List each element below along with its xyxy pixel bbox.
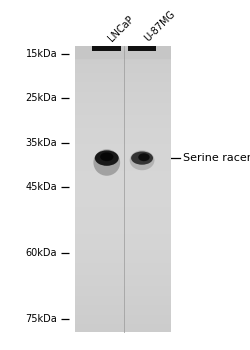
Ellipse shape [94, 150, 118, 166]
Ellipse shape [130, 152, 152, 165]
Ellipse shape [138, 153, 149, 161]
Text: Serine racemase: Serine racemase [182, 153, 250, 163]
Text: 45kDa: 45kDa [26, 182, 57, 192]
Text: 60kDa: 60kDa [26, 248, 57, 258]
Text: U-87MG: U-87MG [142, 9, 176, 43]
Ellipse shape [129, 150, 154, 170]
Text: LNCaP: LNCaP [106, 14, 136, 43]
Text: 25kDa: 25kDa [25, 93, 57, 104]
Ellipse shape [93, 149, 120, 176]
Ellipse shape [100, 152, 113, 161]
Text: 35kDa: 35kDa [26, 138, 57, 148]
Text: 15kDa: 15kDa [26, 49, 57, 60]
Text: 75kDa: 75kDa [25, 314, 57, 324]
Bar [127, 46, 156, 51]
Bar [92, 46, 120, 51]
